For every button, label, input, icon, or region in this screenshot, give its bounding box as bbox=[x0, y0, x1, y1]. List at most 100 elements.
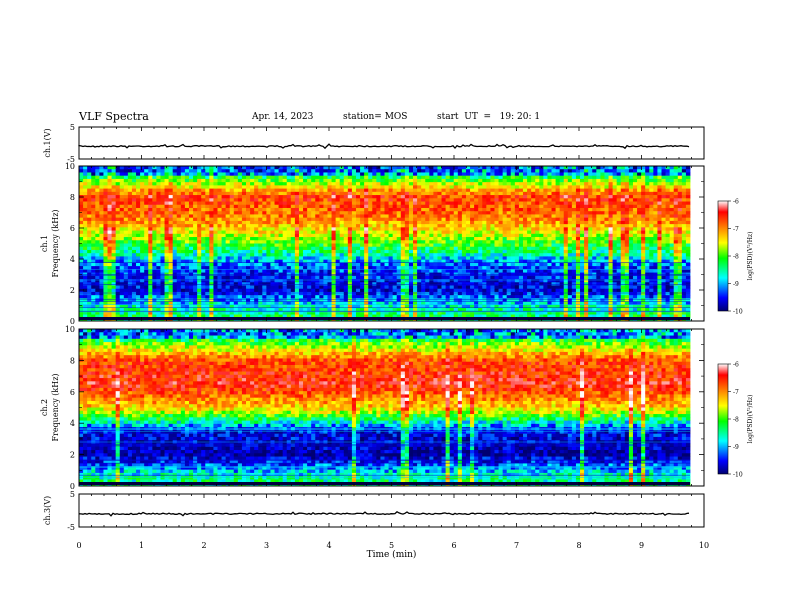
spectrogram-cell bbox=[608, 172, 613, 177]
spectrogram-cell bbox=[127, 246, 133, 251]
spectrogram-cell bbox=[539, 169, 544, 173]
spectrogram-cell bbox=[408, 198, 414, 202]
spectrogram-cell bbox=[197, 240, 202, 244]
spectrogram-cell bbox=[201, 230, 206, 235]
spectrogram-cell bbox=[156, 211, 161, 215]
spectrogram-cell bbox=[449, 211, 455, 215]
spectrogram-cell bbox=[486, 230, 491, 235]
spectrogram-cell bbox=[470, 262, 475, 267]
spectrogram-cell bbox=[270, 172, 275, 177]
spectrogram-cell bbox=[205, 185, 210, 190]
spectrogram-cell bbox=[632, 185, 638, 190]
spectrogram-cell bbox=[351, 240, 357, 244]
spectrogram-cell bbox=[588, 240, 593, 244]
spectrogram-cell bbox=[600, 195, 605, 199]
spectrogram-cell bbox=[355, 166, 361, 170]
spectrogram-cell bbox=[282, 217, 288, 222]
spectrogram-cell bbox=[160, 211, 165, 215]
spectrogram-cell bbox=[364, 230, 369, 235]
spectrogram-cell bbox=[421, 166, 426, 170]
spectrogram-cell bbox=[547, 195, 552, 199]
spectrogram-cell bbox=[437, 188, 442, 193]
spectrogram-cell bbox=[355, 262, 361, 267]
spectrogram-cell bbox=[303, 204, 308, 209]
spectrogram-cell bbox=[616, 207, 622, 212]
spectrogram-cell bbox=[176, 266, 182, 270]
spectrogram-cell bbox=[649, 172, 654, 177]
spectrogram-cell bbox=[315, 249, 320, 254]
spectrogram-cell bbox=[225, 256, 231, 261]
spectrogram-cell bbox=[144, 198, 149, 202]
spectrogram-cell bbox=[685, 217, 691, 222]
spectrogram-cell bbox=[563, 178, 569, 183]
spectrogram-cell bbox=[294, 230, 300, 235]
spectrogram-cell bbox=[335, 269, 341, 273]
spectrogram-cell bbox=[624, 175, 630, 180]
spectrogram-cell bbox=[131, 233, 137, 238]
spectrogram-cell bbox=[657, 253, 662, 257]
spectrogram-cell bbox=[315, 269, 320, 273]
spectrogram-cell bbox=[555, 262, 561, 267]
spectrogram-cell bbox=[144, 172, 149, 177]
spectrogram-cell bbox=[522, 185, 528, 190]
spectrogram-cell bbox=[413, 259, 418, 264]
spectrogram-cell bbox=[148, 172, 153, 177]
spectrogram-cell bbox=[482, 224, 487, 228]
spectrogram-cell bbox=[99, 240, 104, 244]
spectrogram-cell bbox=[282, 249, 288, 254]
spectrogram-cell bbox=[205, 227, 210, 231]
spectrogram-cell bbox=[388, 230, 394, 235]
spectrogram-cell bbox=[547, 178, 552, 183]
spectrogram-cell bbox=[547, 188, 552, 193]
spectrogram-cell bbox=[335, 246, 341, 251]
spectrogram-cell bbox=[584, 217, 589, 222]
spectrogram-cell bbox=[246, 227, 251, 231]
spectrogram-cell bbox=[184, 259, 190, 264]
spectrogram-cell bbox=[441, 172, 446, 177]
spectrogram-cell bbox=[343, 169, 349, 173]
spectrogram-cell bbox=[433, 220, 438, 225]
spectrogram-cell bbox=[543, 262, 548, 267]
spectrogram-cell bbox=[445, 178, 451, 183]
spectrogram-cell bbox=[677, 178, 683, 183]
spectrogram-cell bbox=[221, 198, 227, 202]
spectrogram-cell bbox=[241, 185, 247, 190]
spectrogram-cell bbox=[429, 191, 434, 196]
spectrogram-cell bbox=[233, 227, 239, 231]
spectrogram-cell bbox=[123, 178, 129, 183]
spectrogram-cell bbox=[241, 182, 247, 186]
spectrogram-cell bbox=[588, 233, 593, 238]
spectrogram-cell bbox=[449, 169, 455, 173]
spectrogram-cell bbox=[380, 204, 385, 209]
spectrogram-cell bbox=[429, 172, 434, 177]
spectrogram-cell bbox=[315, 166, 320, 170]
spectrogram-cell bbox=[225, 230, 231, 235]
spectrogram-cell bbox=[123, 262, 129, 267]
spectrogram-cell bbox=[213, 166, 218, 170]
spectrogram-cell bbox=[628, 233, 634, 238]
spectrogram-cell bbox=[323, 214, 328, 219]
spectrogram-cell bbox=[543, 266, 548, 270]
spectrogram-cell bbox=[559, 195, 565, 199]
spectrogram-cell bbox=[246, 191, 251, 196]
spectrogram-cell bbox=[478, 191, 483, 196]
spectrogram-cell bbox=[168, 172, 174, 177]
spectrogram-cell bbox=[510, 224, 516, 228]
spectrogram-cell bbox=[433, 224, 438, 228]
spectrogram-cell bbox=[624, 207, 630, 212]
spectrogram-cell bbox=[339, 204, 345, 209]
spectrogram-cell bbox=[168, 249, 174, 254]
spectrogram-cell bbox=[176, 214, 182, 219]
spectrogram-cell bbox=[543, 227, 548, 231]
spectrogram-cell bbox=[624, 198, 630, 202]
spectrogram-cell bbox=[653, 224, 658, 228]
spectrogram-cell bbox=[298, 262, 304, 267]
spectrogram-cell bbox=[335, 204, 341, 209]
spectrogram-cell bbox=[193, 201, 198, 206]
spectrogram-cell bbox=[290, 169, 296, 173]
spectrogram-cell bbox=[620, 185, 626, 190]
spectrogram-cell bbox=[685, 259, 691, 264]
spectrogram-cell bbox=[368, 253, 373, 257]
spectrogram-cell bbox=[453, 166, 459, 170]
spectrogram-cell bbox=[669, 207, 675, 212]
